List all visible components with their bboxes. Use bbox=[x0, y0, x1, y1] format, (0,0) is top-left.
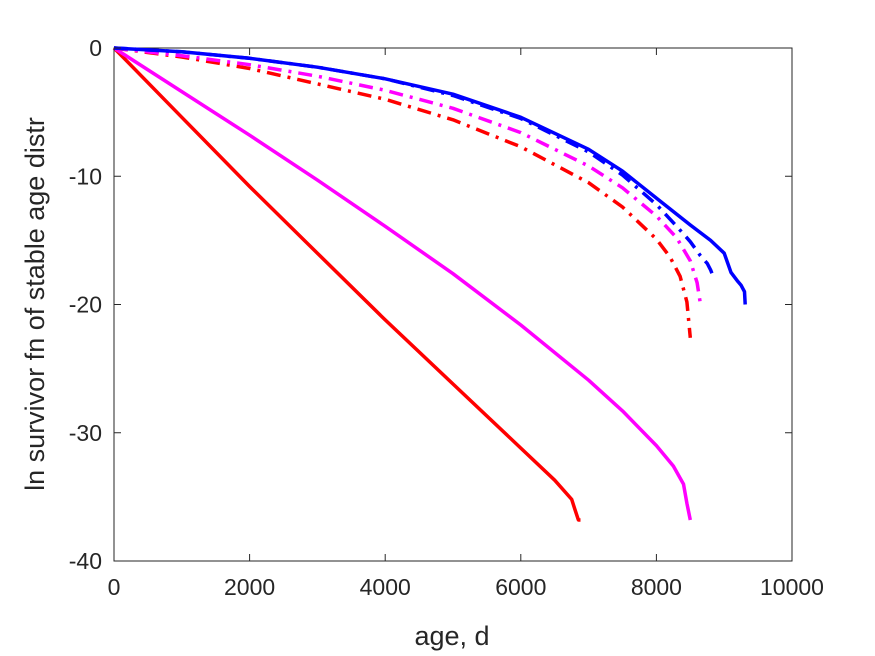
y-axis-label: ln survivor fn of stable age distr bbox=[20, 117, 50, 491]
x-tick-label: 0 bbox=[108, 574, 121, 600]
ticks-layer: 0 2000 4000 6000 8000 10000 0 -10 -20 -30 -40 bbox=[69, 35, 824, 600]
series-line-3-dashdot bbox=[113, 46, 693, 338]
y-tick-label: 0 bbox=[89, 35, 102, 61]
x-axis-label: age, d bbox=[414, 621, 489, 651]
y-tick-label: -40 bbox=[69, 548, 102, 574]
series-line-6-solid bbox=[113, 46, 747, 305]
series-line-2-solid bbox=[113, 46, 693, 521]
series-line-1-solid bbox=[112, 46, 581, 522]
series-layer bbox=[112, 46, 747, 522]
x-tick-label: 8000 bbox=[631, 574, 682, 600]
plot-area bbox=[113, 47, 793, 562]
x-tick-label: 4000 bbox=[360, 574, 411, 600]
y-tick-label: -30 bbox=[69, 420, 102, 446]
y-tick-label: -20 bbox=[69, 292, 102, 318]
plot-box bbox=[113, 47, 793, 562]
x-tick-label: 10000 bbox=[760, 574, 824, 600]
x-tick-label: 2000 bbox=[224, 574, 275, 600]
x-tick-label: 6000 bbox=[495, 574, 546, 600]
series-line-4-dashdot bbox=[113, 46, 703, 305]
y-tick-label: -10 bbox=[69, 163, 102, 189]
